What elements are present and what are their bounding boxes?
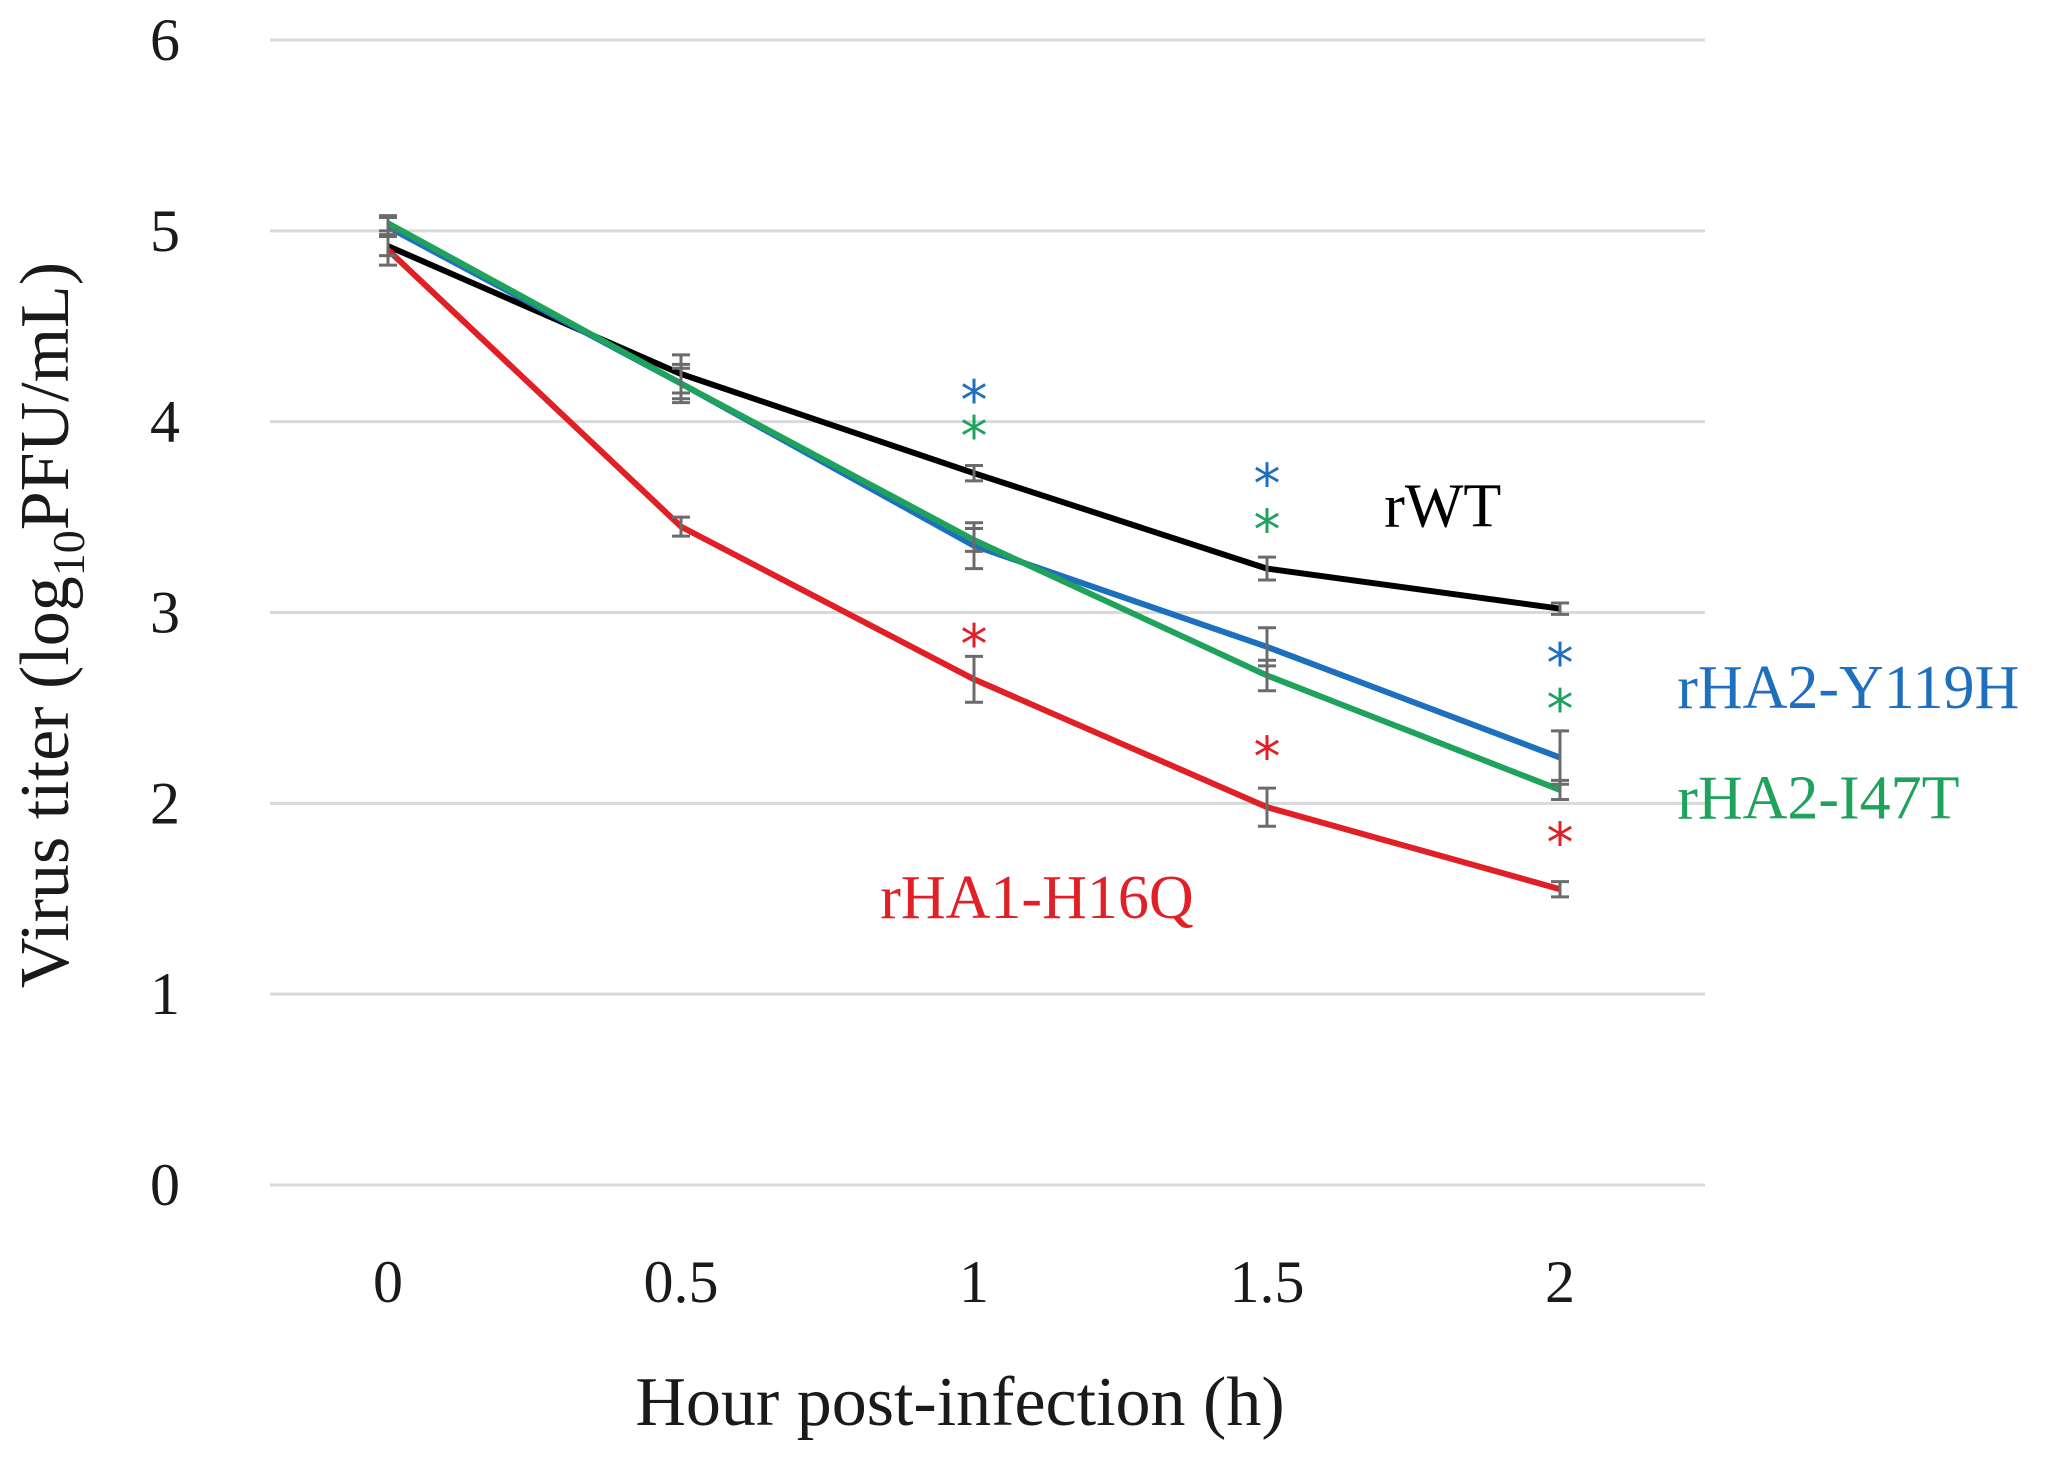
error-bar-rha1-h16q (379, 233, 397, 267)
y-axis-ticks: 0 1 2 3 4 5 6 (150, 7, 180, 1218)
y-axis-title-prefix: Virus titer (log (7, 576, 84, 988)
significance-asterisk: * (1547, 632, 1574, 695)
y-tick-label: 1 (150, 961, 180, 1027)
y-tick-label: 0 (150, 1152, 180, 1218)
series-label-rwt: rWT (1384, 473, 1501, 541)
series-label-rha1-h16q: rHA1-H16Q (880, 864, 1193, 932)
significance-markers: ********* (961, 369, 1574, 875)
error-bar-rha2-i47t (1551, 778, 1569, 802)
x-tick-label: 0 (373, 1249, 403, 1315)
error-bar-rha1-h16q (1258, 786, 1276, 828)
error-bar-rha2-i47t (965, 527, 983, 553)
significance-asterisk: * (961, 613, 988, 676)
error-bar-rha2-i47t (1258, 658, 1276, 693)
y-tick-label: 5 (150, 198, 180, 264)
error-bar-rha2-i47t (672, 366, 690, 401)
series-label-rha2-i47t: rHA2-I47T (1677, 765, 1959, 833)
y-tick-label: 6 (150, 7, 180, 73)
significance-asterisk: * (1254, 726, 1281, 789)
significance-asterisk: * (1254, 453, 1281, 516)
error-bar-rha1-h16q (965, 654, 983, 704)
series-label-rha2-y119h: rHA2-Y119H (1677, 654, 2019, 722)
x-tick-label: 1 (959, 1249, 989, 1315)
x-axis-ticks: 0 0.5 1 1.5 2 (373, 1249, 1575, 1315)
significance-asterisk: * (1547, 812, 1574, 875)
x-tick-label: 2 (1545, 1249, 1575, 1315)
error-bar-rha1-h16q (672, 515, 690, 538)
error-bars (379, 214, 1569, 899)
y-axis-title-suffix: PFU/mL) (7, 262, 84, 530)
x-tick-label: 1.5 (1230, 1249, 1305, 1315)
significance-asterisk: * (961, 369, 988, 432)
x-axis-title: Hour post-infection (h) (635, 1364, 1284, 1441)
x-tick-label: 0.5 (644, 1249, 719, 1315)
y-axis-title-subscript: 10 (43, 530, 94, 576)
y-tick-label: 3 (150, 580, 180, 646)
gridlines (270, 38, 1705, 1187)
significance-asterisk: * (1547, 678, 1574, 741)
error-bar-rha1-h16q (1551, 880, 1569, 899)
error-bar-rwt (1551, 601, 1569, 616)
y-axis-title: Virus titer (log10PFU/mL) (7, 262, 94, 988)
significance-asterisk: * (961, 405, 988, 468)
series-labels: rWT rHA2-Y119H rHA2-I47T rHA1-H16Q (880, 473, 2019, 932)
error-bar-rwt (965, 464, 983, 483)
y-tick-label: 2 (150, 770, 180, 836)
error-bar-rha2-i47t (379, 214, 397, 233)
significance-asterisk: * (1254, 499, 1281, 562)
y-tick-label: 4 (150, 389, 180, 455)
error-bar-rwt (1258, 555, 1276, 582)
